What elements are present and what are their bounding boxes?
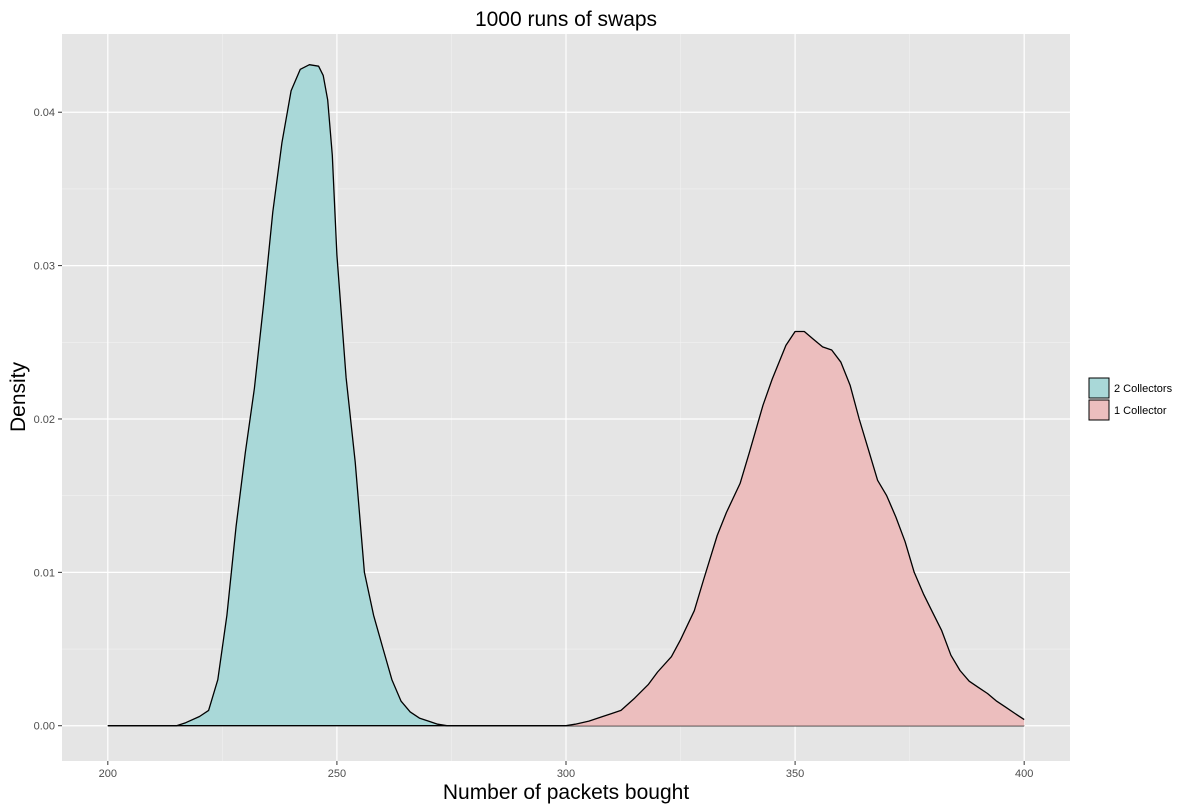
density-line-2-collectors bbox=[107, 64, 1025, 727]
density-areas bbox=[107, 64, 1025, 727]
x-axis-title: Number of packets bought bbox=[443, 781, 689, 804]
y-axis: 0.00 0.01 0.02 0.03 0.04 bbox=[34, 107, 62, 733]
density-area-2-collectors bbox=[107, 64, 1025, 726]
x-tick-label: 200 bbox=[99, 768, 117, 780]
x-axis: 200 250 300 350 400 bbox=[99, 761, 1033, 780]
y-tick-label: 0.02 bbox=[34, 414, 55, 426]
y-tick-label: 0.00 bbox=[34, 721, 55, 733]
legend-key bbox=[1088, 399, 1110, 421]
density-area-1-collector bbox=[107, 331, 1025, 726]
x-tick-label: 350 bbox=[786, 768, 804, 780]
x-tick-label: 300 bbox=[557, 768, 575, 780]
legend-label: 1 Collector bbox=[1114, 405, 1167, 417]
y-axis-title: Density bbox=[7, 361, 30, 432]
density-line-1-collector bbox=[107, 330, 1025, 727]
legend-key bbox=[1088, 377, 1110, 399]
x-tick-label: 400 bbox=[1015, 768, 1033, 780]
y-tick-label: 0.04 bbox=[34, 107, 55, 119]
chart-title: 1000 runs of swaps bbox=[475, 8, 657, 31]
y-tick-label: 0.01 bbox=[34, 567, 55, 579]
x-tick-label: 250 bbox=[328, 768, 346, 780]
legend: 2 Collectors 1 Collector bbox=[1088, 377, 1173, 421]
y-tick-label: 0.03 bbox=[34, 261, 55, 273]
legend-label: 2 Collectors bbox=[1114, 383, 1173, 395]
